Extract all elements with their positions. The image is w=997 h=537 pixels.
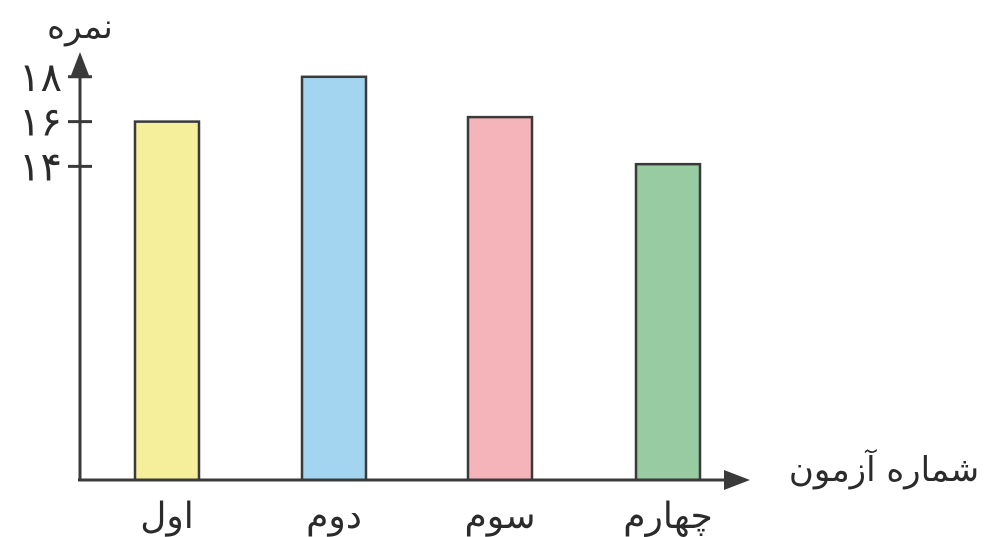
category-label-2: دوم (306, 496, 362, 537)
y-tick-label: ۱۴ (19, 144, 62, 190)
y-tick-label: ۱۸ (19, 55, 62, 101)
bar-1 (133, 120, 201, 482)
category-label-3: سوم (464, 496, 535, 537)
category-label-1: اول (140, 496, 194, 537)
y-tick-label: ۱۶ (19, 100, 62, 146)
category-labels: اول دوم سوم چهارم (140, 496, 713, 537)
bars (133, 75, 702, 482)
bar-2 (300, 75, 368, 482)
bar-3 (466, 115, 534, 482)
axes (70, 52, 750, 490)
bar-4 (634, 162, 702, 482)
x-axis-title: شماره آزمون (789, 449, 979, 490)
category-label-4: چهارم (623, 496, 713, 537)
y-axis-title: نمره (47, 7, 113, 47)
x-axis-arrow (724, 470, 750, 490)
y-axis-arrow (70, 52, 90, 78)
